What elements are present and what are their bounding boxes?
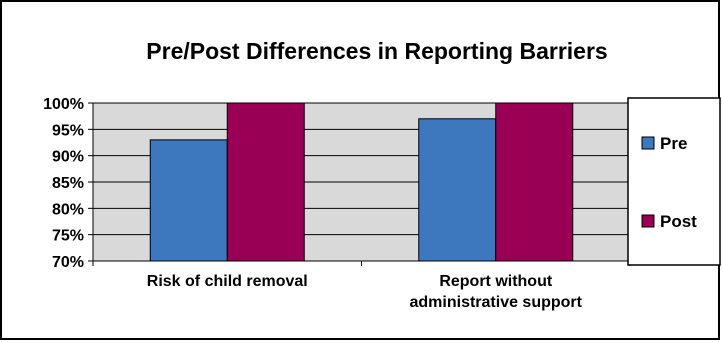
x-category-label-line: Report without [439,273,553,290]
legend-swatch [641,136,655,150]
y-axis: 70% 75% 80% 85% 90% 95% 100% [43,96,94,271]
x-axis: Risk of child removal Report without admin… [92,260,631,311]
x-category-label-line: Risk of child removal [147,273,308,290]
x-category-label: Risk of child removal [147,273,308,290]
legend-label: Pre [660,134,687,153]
legend-label: Post [660,212,697,231]
legend: Pre Post [627,97,721,266]
x-category-label: Report without administrative support [410,273,583,311]
legend-box [627,97,721,266]
y-tick-label: 75% [52,228,84,245]
y-tick-label: 95% [52,122,84,139]
bar [149,139,228,262]
bar [418,118,497,262]
y-tick-label: 80% [52,201,84,218]
y-tick-label: 85% [52,175,84,192]
y-tick-label: 90% [52,149,84,166]
chart-title: Pre/Post Differences in Reporting Barrie… [146,38,607,64]
legend-swatch [641,214,655,228]
x-category-label-line: administrative support [410,294,583,311]
bar [226,102,305,262]
y-tick-label: 100% [43,96,84,113]
bar [495,102,574,262]
y-tick-label: 70% [52,254,84,271]
